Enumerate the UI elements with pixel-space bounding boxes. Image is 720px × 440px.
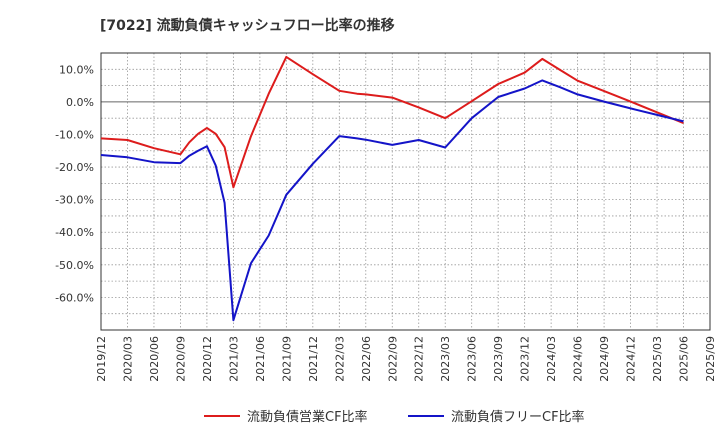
series-group bbox=[100, 55, 684, 322]
plot-frame bbox=[100, 52, 711, 331]
series-line-operating-cf bbox=[100, 55, 684, 189]
y-tick-label: 0.0% bbox=[66, 96, 94, 109]
y-axis: 10.0% 0.0% -10.0% -20.0% -30.0% -40.0% -50.0% -… bbox=[55, 63, 94, 304]
x-tick-label: 2024/06 bbox=[572, 336, 585, 382]
x-tick-label: 2022/12 bbox=[413, 336, 426, 382]
x-tick-label: 2023/06 bbox=[466, 336, 479, 382]
x-tick-label: 2023/09 bbox=[492, 336, 505, 382]
x-tick-label: 2024/09 bbox=[598, 336, 611, 382]
x-tick-label: 2024/12 bbox=[625, 336, 638, 382]
x-tick-label: 2020/06 bbox=[148, 336, 161, 382]
x-tick-label: 2023/03 bbox=[439, 336, 452, 382]
x-tick-label: 2025/06 bbox=[678, 336, 691, 382]
x-tick-label: 2023/12 bbox=[519, 336, 532, 382]
y-tick-label: -20.0% bbox=[55, 161, 94, 174]
x-tick-label: 2022/09 bbox=[386, 336, 399, 382]
x-tick-label: 2021/09 bbox=[280, 336, 293, 382]
x-tick-label: 2020/12 bbox=[201, 336, 214, 382]
legend-label-free-cf: 流動負債フリーCF比率 bbox=[451, 409, 585, 425]
y-tick-label: -60.0% bbox=[55, 291, 94, 304]
x-axis: 2019/12 2020/03 2020/06 2020/09 2020/12 2021/… bbox=[95, 336, 717, 382]
x-tick-label: 2021/03 bbox=[227, 336, 240, 382]
y-tick-label: -10.0% bbox=[55, 128, 94, 141]
x-tick-label: 2021/12 bbox=[307, 336, 320, 382]
y-tick-label: -30.0% bbox=[55, 194, 94, 207]
x-tick-label: 2020/03 bbox=[121, 336, 134, 382]
y-tick-label: -50.0% bbox=[55, 259, 94, 272]
x-tick-label: 2025/09 bbox=[704, 336, 717, 382]
y-tick-label: -40.0% bbox=[55, 226, 94, 239]
legend-label-operating-cf: 流動負債営業CF比率 bbox=[247, 409, 368, 425]
x-tick-label: 2025/03 bbox=[651, 336, 664, 382]
x-tick-label: 2021/06 bbox=[254, 336, 267, 382]
x-tick-label: 2024/03 bbox=[545, 336, 558, 382]
legend: 流動負債営業CF比率 流動負債フリーCF比率 bbox=[204, 409, 585, 425]
x-tick-label: 2022/03 bbox=[333, 336, 346, 382]
series-line-free-cf bbox=[100, 79, 684, 322]
chart-title: [7022] 流動負債キャッシュフロー比率の推移 bbox=[100, 17, 395, 34]
x-tick-label: 2022/06 bbox=[360, 336, 373, 382]
x-tick-label: 2019/12 bbox=[95, 336, 108, 382]
x-tick-label: 2020/09 bbox=[174, 336, 187, 382]
grid bbox=[100, 52, 711, 330]
y-tick-label: 10.0% bbox=[59, 63, 94, 76]
